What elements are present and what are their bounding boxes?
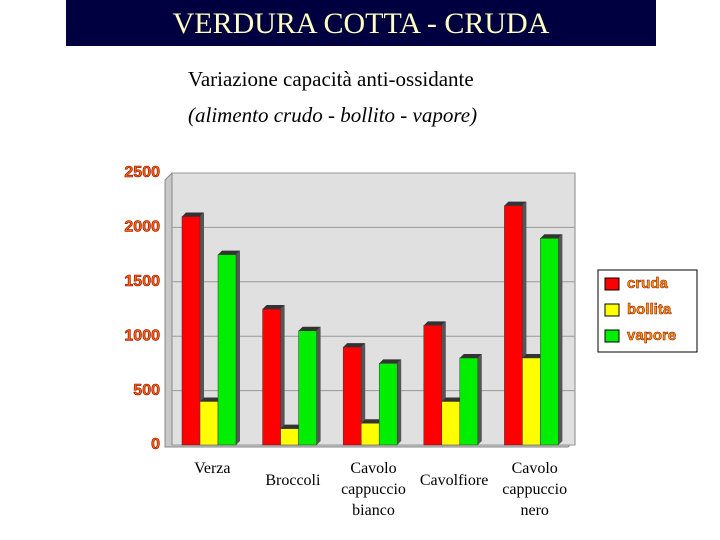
y-tick-label: 1500 [124,273,160,290]
subtitle: (alimento crudo - bollito - vapore) [188,103,477,127]
bar-top [423,321,446,326]
legend-label: vapore [627,327,676,344]
bar [540,238,559,446]
bar [342,346,362,446]
title: VERDURA COTTA - CRUDA [173,7,550,40]
y-tick-label: 0 [151,436,160,453]
y-tick-label: 2000 [124,219,160,236]
bar-top [441,397,464,402]
bar-side [558,234,563,445]
bar-top [459,353,482,358]
legend-swatch [604,329,620,343]
bar [504,205,523,446]
y-tick-label: 500 [133,382,160,399]
legend-swatch [604,277,620,291]
legend-swatch [604,303,620,317]
bar-side [200,212,204,445]
bar [181,216,201,446]
x-tick-label: Broccoli [265,472,321,489]
bar-side [280,305,285,445]
bar-top [298,326,321,331]
bar [378,363,398,446]
bar-top [343,343,366,348]
bar [280,428,299,446]
title-bar [66,0,656,46]
bar-top [262,305,285,309]
bar-top [182,212,204,217]
bar-top [379,359,402,364]
bar [262,308,281,446]
bar [199,401,219,446]
legend-label: cruda [627,275,669,292]
bar [360,422,380,446]
bar-top [522,353,545,358]
bar-top [504,201,527,206]
bar-top [218,250,240,255]
legend-label: bollita [627,301,672,318]
y-tick-label: 2500 [124,164,160,181]
x-tick-label: Cavolo cappuccio nero [502,460,568,519]
x-tick-label: Cavolo cappuccio bianco [341,460,406,519]
bar [522,357,541,446]
y-tick-label: 1000 [124,327,160,344]
bar-side [361,343,366,445]
x-tick-label: Cavolfiore [419,472,489,489]
bar [423,325,443,446]
bar-top [540,234,563,239]
bar-side [397,359,402,445]
bar [459,357,479,446]
bar-side [316,326,321,445]
subtitle: Variazione capacità anti-ossidante [188,67,474,91]
bar [298,330,317,446]
bar-top [200,397,222,402]
bar [217,254,237,446]
bar-top [361,419,384,424]
bar-top [280,424,303,429]
bar-side [236,250,240,445]
x-tick-label: Verza [194,460,231,477]
bar-side [477,353,482,445]
bar [441,401,461,446]
